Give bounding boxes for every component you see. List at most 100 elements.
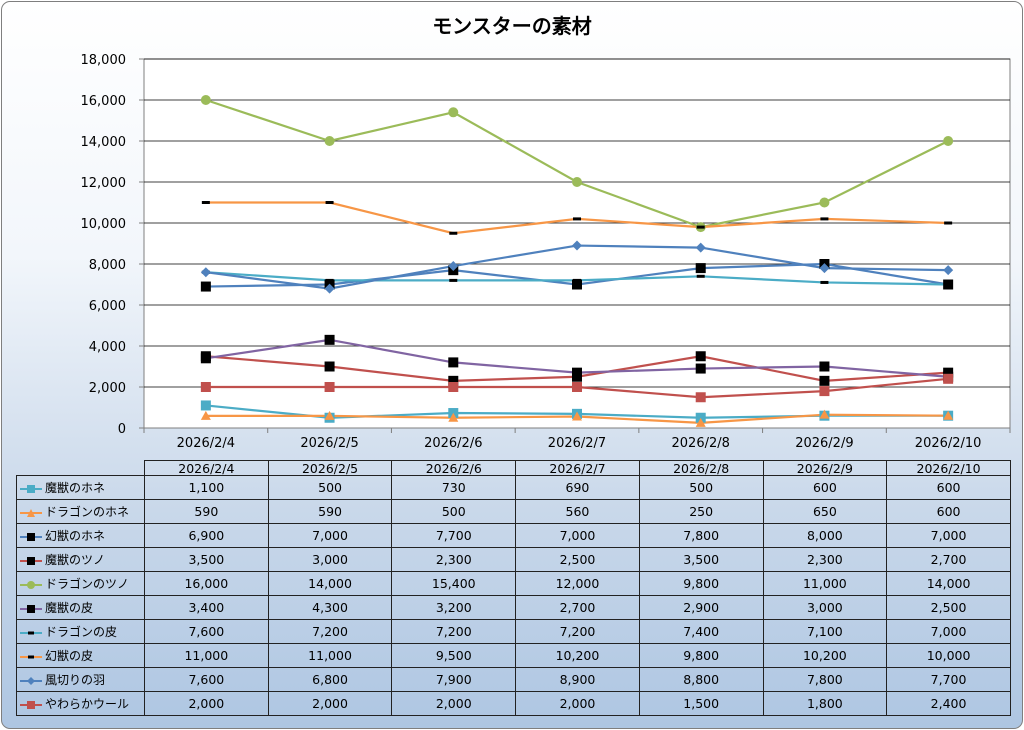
data-point [200,281,211,292]
data-point [448,261,459,272]
table-header-cell: 2026/2/6 [391,460,517,476]
data-point [324,410,335,420]
table-cell: 11,000 [762,571,888,596]
data-point [448,412,459,422]
table-cell: 3,400 [144,595,269,620]
data-point [695,392,706,403]
table-header-cell: 2026/2/5 [267,460,393,476]
series-name: 魔獣のツノ [45,553,106,567]
data-point [449,278,458,282]
table-cell: 7,000 [886,619,1011,644]
table-corner [17,461,145,476]
table-cell: 9,500 [391,643,517,668]
table-cell: 560 [515,499,640,524]
table-cell: 2,300 [762,547,888,572]
legend-entry: 魔獣の皮 [16,595,145,620]
table-cell: 7,100 [762,619,888,644]
table-row: やわらかウール 2,000 2,000 2,000 2,000 1,500 1,800 2,4… [16,691,1011,716]
table-cell: 11,000 [267,643,393,668]
data-point [325,278,334,282]
legend-key-icon [20,676,42,685]
table-row: 幻獣の皮 11,000 11,000 9,500 10,200 9,800 10,200 10… [16,643,1011,668]
legend-key-icon [20,532,42,541]
y-tick-label: 4,000 [89,340,126,355]
data-point [449,231,458,235]
data-point [943,410,954,420]
data-point [819,197,830,208]
series-name: 幻獣のホネ [45,529,106,543]
table-cell: 7,400 [638,619,764,644]
table-header-cell: 2026/2/8 [638,460,764,476]
series-name: ドラゴンのホネ [45,505,130,519]
table-cell: 7,600 [144,667,269,692]
table-cell: 12,000 [515,571,640,596]
table-cell: 7,700 [886,667,1011,692]
data-point [696,274,705,278]
data-point [695,412,706,423]
table-cell: 7,200 [515,619,640,644]
x-tick-label: 2026/2/9 [795,436,853,451]
table-cell: 14,000 [267,571,393,596]
data-point [448,357,459,368]
y-tick-label: 18,000 [81,53,127,68]
data-point [572,177,582,187]
data-point [448,107,459,118]
table-row: ドラゴンのツノ 16,000 14,000 15,400 12,000 9,800 11,0… [16,571,1011,596]
data-point [324,361,335,372]
table-cell: 600 [762,475,888,500]
table-cell: 10,000 [886,643,1011,668]
table-cell: 7,200 [391,619,517,644]
table-cell: 2,000 [391,691,517,716]
table-cell: 2,000 [515,691,640,716]
table-cell: 10,200 [515,643,640,668]
data-point [572,240,582,251]
table-cell: 8,900 [515,667,640,692]
table-cell: 2,000 [144,691,269,716]
data-point [944,221,953,225]
data-point [324,382,335,392]
table-cell: 2,300 [391,547,517,572]
data-point [695,263,706,274]
table-cell: 500 [391,499,517,524]
table-cell: 14,000 [886,571,1011,596]
table-cell: 6,900 [144,523,269,548]
line-chart: 0 2,000 4,000 6,000 8,000 10,000 12,000 14,000 1… [81,53,1011,451]
y-tick-label: 12,000 [81,176,127,191]
data-point [572,367,582,378]
y-tick-label: 0 [118,422,126,437]
data-point [820,217,829,221]
table-row: 魔獣のツノ 3,500 3,000 2,300 2,500 3,500 2,300 2,700 [16,547,1011,572]
data-point [324,334,335,345]
y-tick-label: 6,000 [89,299,126,314]
legend-key-icon [20,580,42,589]
table-cell: 3,000 [267,547,393,572]
table-cell: 9,800 [638,571,764,596]
data-point [819,409,830,419]
table-cell: 500 [267,475,393,500]
data-point [572,279,582,290]
data-point [573,217,581,221]
y-tick-label: 14,000 [81,135,127,150]
data-point [324,136,335,146]
table-row: 風切りの羽 7,600 6,800 7,900 8,900 8,800 7,800 7,700 [16,667,1011,692]
table-cell: 2,500 [515,547,640,572]
table-cell: 600 [886,499,1011,524]
table-cell: 2,700 [515,595,640,620]
table-cell: 9,800 [638,643,764,668]
legend-entry: 幻獣のホネ [16,523,145,548]
series-name: 風切りの羽 [45,673,106,687]
table-cell: 650 [762,499,888,524]
table-cell: 1,800 [762,691,888,716]
table-cell: 7,700 [391,523,517,548]
table-header-cell: 2026/2/4 [144,460,269,476]
data-point [200,353,211,364]
table-header-cell: 2026/2/9 [762,460,888,476]
table-header-row: 2026/2/4 2026/2/5 2026/2/6 2026/2/7 2026/2/8… [17,460,1011,476]
data-point [695,242,706,253]
legend-entry: 魔獣のホネ [16,475,145,500]
data-point [943,265,954,276]
data-point [695,417,706,427]
table-cell: 730 [391,475,517,500]
y-tick-label: 10,000 [81,217,127,232]
